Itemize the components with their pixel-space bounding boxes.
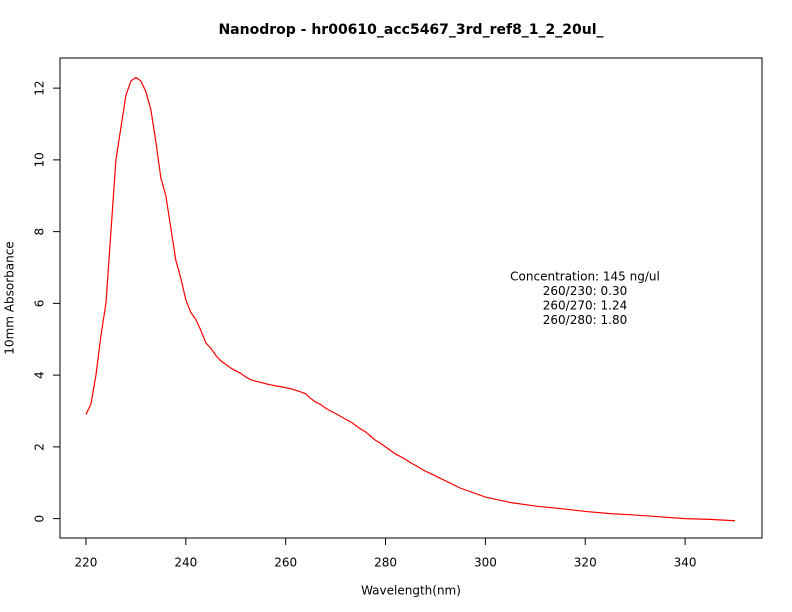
y-axis-label: 10mm Absorbance [3, 241, 17, 354]
y-tick-label: 0 [33, 515, 47, 523]
x-tick-label: 320 [574, 556, 597, 570]
y-tick-label: 8 [33, 228, 47, 236]
x-axis-label: Wavelength(nm) [361, 584, 461, 598]
x-tick-label: 300 [474, 556, 497, 570]
x-tick-label: 260 [274, 556, 297, 570]
annotation: 260/280: 1.80 [543, 313, 627, 327]
y-tick-label: 10 [33, 152, 47, 167]
y-tick-label: 12 [33, 80, 47, 95]
y-tick-label: 6 [33, 300, 47, 308]
y-tick-label: 2 [33, 443, 47, 451]
x-tick-label: 240 [174, 556, 197, 570]
data-line [85, 76, 736, 522]
annotation: 260/270: 1.24 [543, 299, 627, 313]
plot-box [59, 57, 763, 539]
annotation: 260/230: 0.30 [543, 284, 627, 298]
annotation: Concentration: 145 ng/ul [510, 270, 660, 284]
x-tick-label: 280 [374, 556, 397, 570]
x-tick-label: 340 [674, 556, 697, 570]
y-tick-label: 4 [33, 371, 47, 379]
x-tick-label: 220 [75, 556, 98, 570]
chart-title: Nanodrop - hr00610_acc5467_3rd_ref8_1_2_… [218, 22, 603, 38]
